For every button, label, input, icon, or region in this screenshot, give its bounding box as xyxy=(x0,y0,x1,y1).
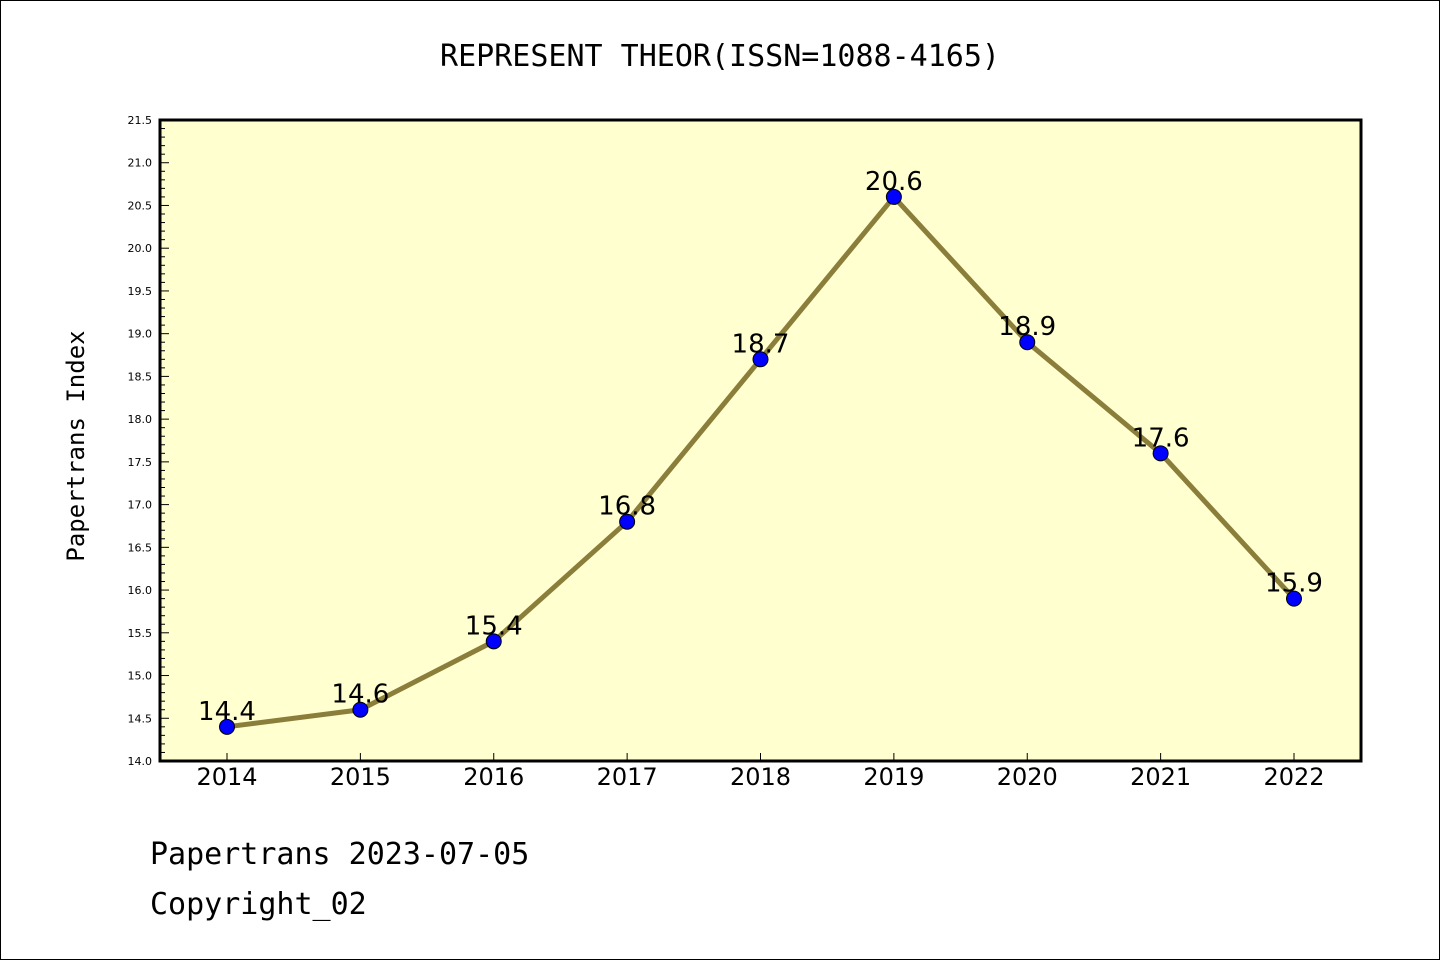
x-tick-label: 2021 xyxy=(1130,763,1191,791)
x-tick-label: 2017 xyxy=(597,763,658,791)
data-label: 16.8 xyxy=(598,492,656,522)
x-tick-label: 2016 xyxy=(463,763,524,791)
data-labels: 14.4 14.6 15.4 16.8 18.7 20.6 18.9 17.6 15.9 xyxy=(198,167,1323,727)
y-tick-label: 18.0 xyxy=(128,413,153,426)
y-tick-label: 16.5 xyxy=(128,541,153,554)
y-tick-label: 20.5 xyxy=(128,199,153,212)
data-point xyxy=(885,188,902,205)
y-axis: 14.0 14.5 15.0 15.5 16.0 16.5 17.0 17.5 18.0 18.5… xyxy=(128,114,169,768)
footer-date: Papertrans 2023-07-05 xyxy=(150,837,529,872)
data-label: 17.6 xyxy=(1132,423,1190,453)
data-point xyxy=(1286,590,1302,607)
x-axis: 2014 2015 2016 2017 2018 2019 2020 2021 2022 xyxy=(196,753,1325,791)
y-tick-label: 20.0 xyxy=(128,242,153,255)
data-label: 15.4 xyxy=(465,611,523,641)
chart-title: REPRESENT THEOR(ISSN=1088-4165) xyxy=(440,39,1000,74)
data-label: 15.9 xyxy=(1265,569,1323,599)
data-label: 20.6 xyxy=(865,167,923,197)
y-tick-label: 14.0 xyxy=(128,755,153,768)
data-point xyxy=(352,701,369,718)
y-tick-label: 18.5 xyxy=(128,370,153,383)
y-tick-label: 16.0 xyxy=(128,584,153,597)
data-label: 18.7 xyxy=(732,329,790,359)
y-tick-label: 15.5 xyxy=(128,627,153,640)
footer-copyright: Copyright_02 xyxy=(150,887,367,922)
x-tick-label: 2019 xyxy=(863,763,924,791)
data-label: 18.9 xyxy=(998,312,1056,342)
plot-area xyxy=(160,120,1361,761)
y-tick-label: 19.0 xyxy=(128,328,153,341)
data-point xyxy=(1019,334,1036,351)
y-tick-label: 21.0 xyxy=(128,157,153,170)
data-point xyxy=(619,513,636,530)
y-tick-label: 17.0 xyxy=(128,499,153,512)
y-tick-label: 17.5 xyxy=(128,456,153,469)
y-axis-label: Papertrans Index xyxy=(62,330,90,561)
data-label: 14.6 xyxy=(331,680,389,710)
y-tick-label: 21.5 xyxy=(128,114,153,127)
series-markers xyxy=(219,188,1302,735)
data-label: 14.4 xyxy=(198,697,256,727)
y-tick-label: 19.5 xyxy=(128,285,153,298)
data-point xyxy=(485,633,502,650)
x-tick-label: 2015 xyxy=(330,763,391,791)
plot-border xyxy=(158,118,1363,763)
data-point xyxy=(219,718,235,735)
x-tick-label: 2020 xyxy=(997,763,1058,791)
y-tick-label: 15.0 xyxy=(128,670,153,683)
y-tick-label: 14.5 xyxy=(128,712,153,725)
x-tick-label: 2014 xyxy=(196,763,257,791)
data-point xyxy=(1152,445,1169,462)
data-point xyxy=(752,351,769,368)
x-tick-label: 2022 xyxy=(1263,763,1324,791)
x-tick-label: 2018 xyxy=(730,763,791,791)
